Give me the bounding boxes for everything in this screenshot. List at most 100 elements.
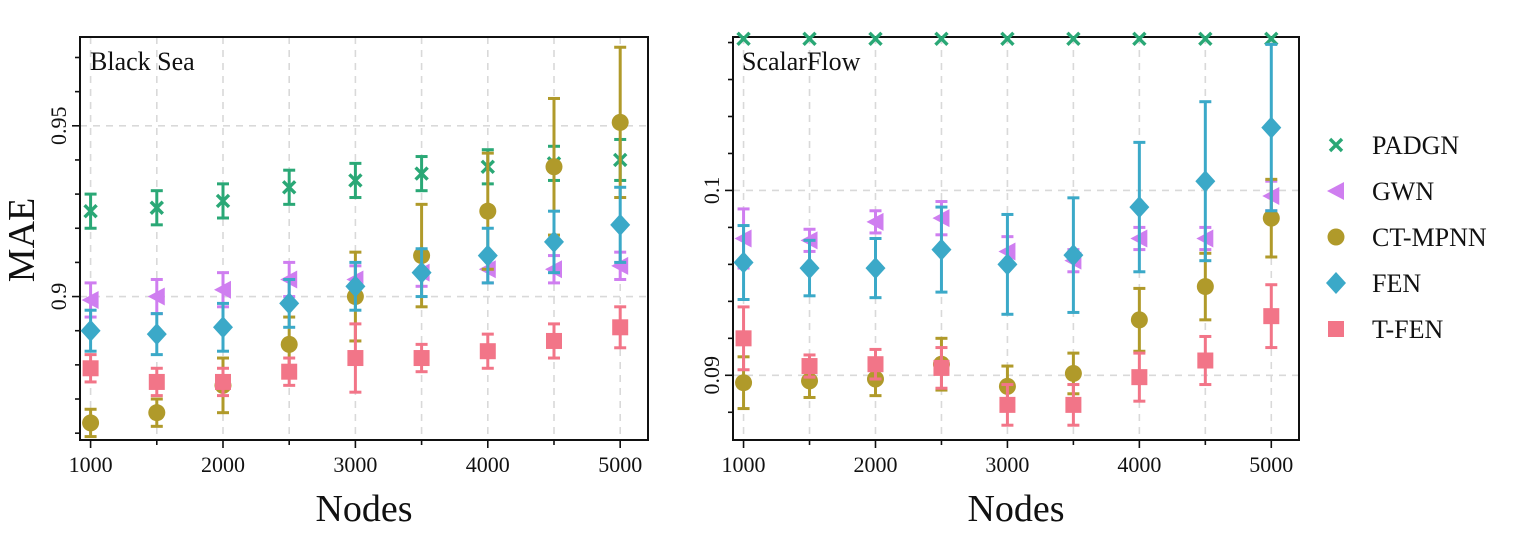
data-point: [865, 257, 886, 280]
legend-item-t-fen: T-FEN: [1328, 315, 1443, 344]
data-point: [1196, 278, 1214, 296]
data-point: [866, 212, 884, 231]
data-point: [1197, 352, 1214, 369]
data-point: [1131, 369, 1148, 386]
data-point: [1066, 31, 1081, 47]
legend-marker: [1326, 272, 1346, 294]
panel-title: Black Sea: [90, 47, 195, 76]
legend-label: CT-MPNN: [1372, 223, 1487, 252]
data-point: [1063, 244, 1084, 267]
data-point: [610, 213, 631, 236]
x-tick-label: 4000: [466, 452, 510, 477]
data-point: [1264, 31, 1279, 47]
data-point: [1130, 311, 1148, 329]
data-point: [281, 363, 298, 380]
data-point: [212, 316, 233, 339]
data-point: [348, 173, 363, 188]
legend-item-ct-mpnn: CT-MPNN: [1327, 223, 1487, 252]
panel-scalarflow: 1000 2000 3000 4000 5000 0.09 0.1 ScalarFlow N…: [699, 31, 1300, 530]
data-point: [799, 257, 820, 280]
data-point: [867, 356, 884, 373]
data-point: [146, 323, 167, 346]
data-point: [802, 31, 817, 47]
legend-item-fen: FEN: [1326, 269, 1421, 298]
data-point: [149, 200, 164, 215]
data-point: [931, 238, 952, 261]
axis-ticks: 1000 2000 3000 4000 5000 0.9 0.95: [46, 56, 642, 477]
data-point: [479, 343, 496, 360]
y-tick-label: 0.1: [699, 177, 724, 205]
data-point: [1262, 209, 1280, 227]
data-point: [801, 358, 818, 375]
data-point: [612, 319, 629, 336]
data-point: [82, 360, 99, 377]
series-padgn: [83, 137, 628, 230]
data-point: [347, 350, 364, 367]
series-fen: [733, 42, 1282, 316]
legend-item-gwn: GWN: [1327, 177, 1434, 206]
data-point: [1065, 396, 1082, 413]
series-t-fen: [735, 283, 1280, 427]
data-point: [1198, 31, 1213, 47]
data-point: [411, 261, 432, 284]
legend-item-padgn: PADGN: [1328, 131, 1459, 160]
legend-marker: [1328, 137, 1344, 153]
data-point: [215, 193, 231, 209]
data-point: [1263, 308, 1280, 325]
data-point: [214, 373, 231, 390]
legend-label: FEN: [1372, 269, 1421, 298]
x-tick-label: 5000: [598, 452, 642, 477]
data-point: [543, 230, 564, 253]
legend-label: T-FEN: [1372, 315, 1443, 344]
x-tick-label: 3000: [985, 452, 1029, 477]
series-fen: [80, 185, 631, 357]
data-point: [147, 287, 165, 306]
data-point: [933, 359, 950, 376]
data-point: [611, 113, 629, 131]
data-point: [999, 396, 1016, 413]
grid-lines: [80, 37, 648, 440]
data-point: [148, 373, 165, 390]
series-t-fen: [82, 305, 629, 398]
y-tick-label: 0.09: [699, 356, 724, 395]
series-padgn: [736, 31, 1279, 47]
data-point: [82, 414, 100, 432]
data-point: [477, 244, 498, 267]
data-point: [213, 280, 231, 299]
x-tick-label: 1000: [69, 452, 113, 477]
data-point: [80, 319, 101, 342]
x-axis-label: Nodes: [315, 488, 412, 530]
data-point: [868, 31, 883, 47]
data-point: [1129, 196, 1150, 219]
panel-title: ScalarFlow: [742, 47, 861, 76]
x-tick-label: 2000: [853, 452, 897, 477]
data-point: [81, 290, 99, 309]
data-point: [1064, 364, 1082, 382]
data-point: [281, 180, 297, 195]
data-point: [1261, 116, 1282, 139]
data-point: [934, 31, 949, 47]
data-point: [545, 158, 563, 176]
x-tick-label: 2000: [201, 452, 245, 477]
legend-marker: [1327, 228, 1345, 246]
data-point: [545, 332, 562, 349]
data-point: [735, 374, 753, 392]
data-point: [733, 251, 754, 274]
data-point: [1132, 31, 1147, 47]
data-point: [997, 253, 1018, 276]
data-point: [479, 202, 497, 220]
axis-ticks: 1000 2000 3000 4000 5000 0.09 0.1: [699, 41, 1293, 477]
plot-frame: [732, 36, 1300, 441]
data-point: [1000, 31, 1015, 47]
data-point: [736, 31, 751, 47]
legend: PADGN GWN CT-MPNN FEN T-FEN: [1326, 131, 1487, 344]
x-tick-label: 4000: [1117, 452, 1161, 477]
plot-frame: [79, 36, 649, 441]
y-tick-label: 0.95: [46, 107, 71, 145]
data-point: [345, 275, 366, 298]
x-axis-label: Nodes: [967, 488, 1064, 530]
panel-black-sea: 1000 2000 3000 4000 5000 0.9 0.95 Black Sea No…: [1, 36, 649, 530]
x-tick-label: 5000: [1249, 452, 1293, 477]
data-point: [279, 292, 300, 315]
